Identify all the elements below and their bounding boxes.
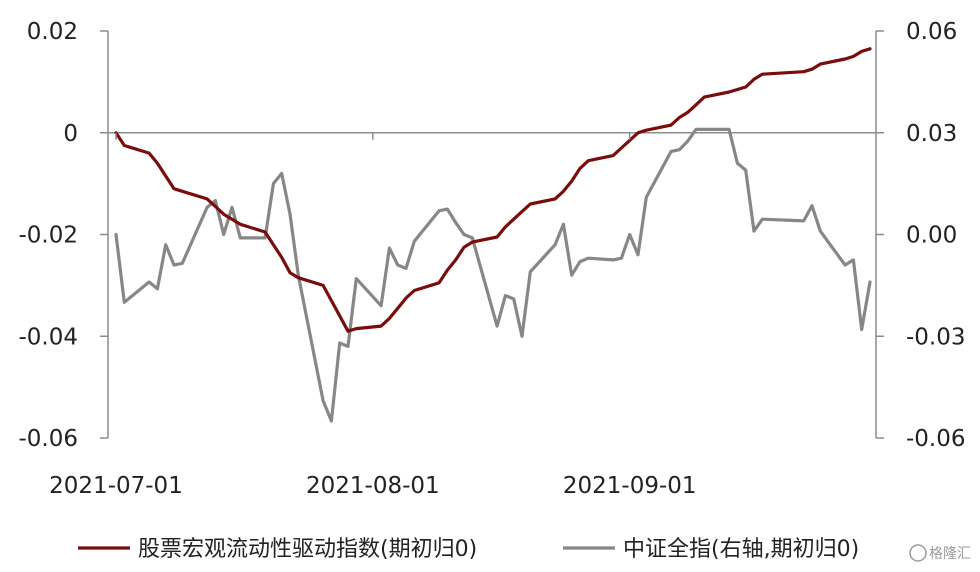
right-tick-label: 0.06 — [906, 19, 957, 45]
right-tick-label: -0.03 — [906, 324, 966, 350]
x-tick-labels: 2021-07-01 2021-08-01 2021-09-01 — [49, 132, 697, 499]
watermark-text: 格隆汇 — [929, 546, 971, 562]
left-tick-label: -0.04 — [18, 324, 78, 350]
left-tick-label: 0 — [63, 121, 78, 147]
x-tick-label: 2021-07-01 — [49, 473, 183, 499]
left-tick-label: -0.06 — [18, 426, 78, 452]
right-tick-label: 0.03 — [906, 121, 957, 147]
series-lines — [114, 47, 872, 423]
legend-item-liquidity-index: 股票宏观流动性驱动指数(期初归0) — [138, 537, 477, 562]
series-line-liquidity-index — [114, 47, 872, 333]
axes: 0.02 0 -0.02 -0.04 -0.06 0.06 0.03 0.00 -0.03 -0.… — [18, 19, 965, 452]
series-line-csi-all-share — [114, 127, 872, 423]
left-tick-label: -0.02 — [18, 223, 78, 249]
right-tick-label: 0.00 — [906, 223, 957, 249]
watermark: 格隆汇 — [909, 544, 971, 562]
left-tick-label: 0.02 — [27, 19, 78, 45]
right-tick-label: -0.06 — [906, 426, 966, 452]
legend-item-csi-all-share: 中证全指(右轴,期初归0) — [623, 537, 859, 562]
legend: 股票宏观流动性驱动指数(期初归0) 中证全指(右轴,期初归0) — [78, 537, 859, 562]
x-tick-label: 2021-08-01 — [306, 473, 440, 499]
x-tick-label: 2021-09-01 — [563, 473, 697, 499]
watermark-logo-icon — [909, 544, 927, 562]
